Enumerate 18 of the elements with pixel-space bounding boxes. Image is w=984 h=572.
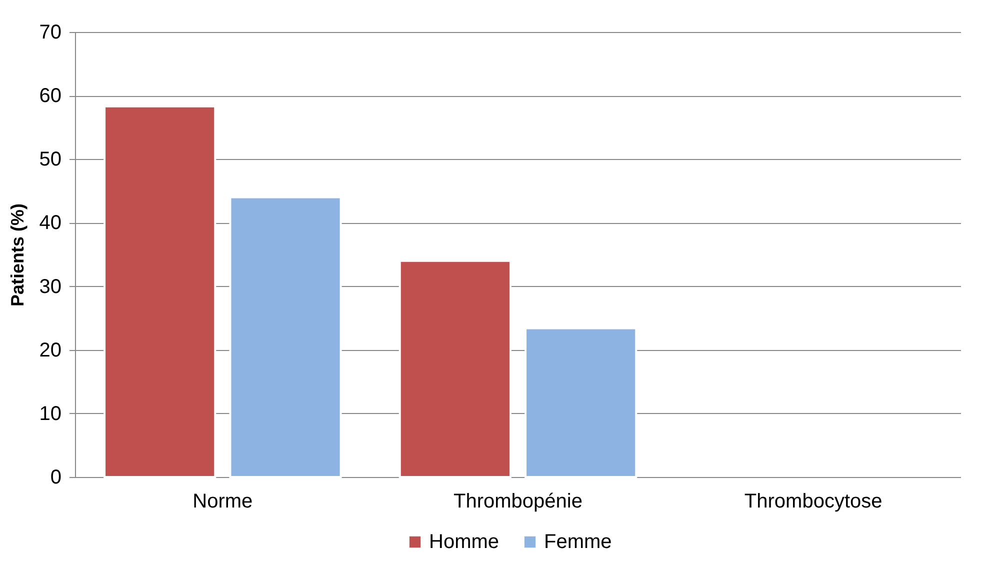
y-tick-label: 40 xyxy=(39,212,62,234)
y-tick-label: 60 xyxy=(39,85,62,108)
x-tick-label: Norme xyxy=(192,490,253,512)
bar xyxy=(398,260,512,478)
y-tick-label: 30 xyxy=(39,276,62,298)
bar xyxy=(104,105,216,478)
bar xyxy=(524,327,638,478)
bar xyxy=(229,196,342,478)
x-tick-label: Thrombopénie xyxy=(454,490,582,512)
y-tick-label: 10 xyxy=(39,402,62,425)
legend-label: Homme xyxy=(429,531,500,553)
y-tick-label: 20 xyxy=(39,339,62,362)
x-tick-label: Thrombocytose xyxy=(744,490,882,512)
y-tick-label: 0 xyxy=(50,466,62,488)
y-tick-label: 70 xyxy=(39,22,62,44)
legend-label: Femme xyxy=(544,531,612,553)
y-tick-label: 50 xyxy=(39,148,62,171)
y-axis-title: Patients (%) xyxy=(7,203,28,307)
